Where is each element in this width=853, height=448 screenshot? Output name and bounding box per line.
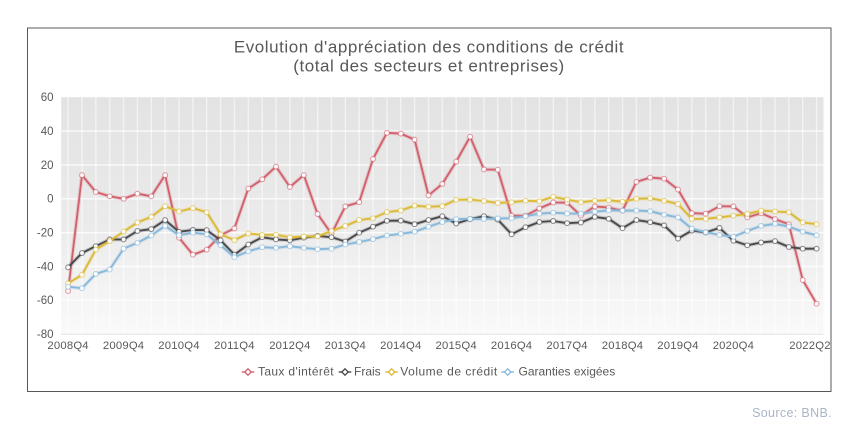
svg-text:2009Q4: 2009Q4 [103,340,144,352]
svg-text:Frais: Frais [354,365,381,379]
svg-text:Garanties exigées: Garanties exigées [519,365,616,379]
svg-text:2017Q4: 2017Q4 [546,340,587,352]
svg-text:0: 0 [47,194,53,206]
svg-text:2013Q4: 2013Q4 [325,340,366,352]
svg-text:2008Q4: 2008Q4 [47,340,88,352]
svg-text:Source: BNB.: Source: BNB. [752,406,832,420]
svg-text:-60: -60 [37,295,54,307]
svg-text:2020Q4: 2020Q4 [713,340,754,352]
svg-text:-20: -20 [37,228,54,240]
svg-text:2018Q4: 2018Q4 [602,340,643,352]
svg-text:60: 60 [41,92,54,104]
svg-text:20: 20 [41,160,54,172]
svg-text:2012Q4: 2012Q4 [269,340,310,352]
svg-text:2011Q4: 2011Q4 [214,340,255,352]
svg-text:2019Q4: 2019Q4 [657,340,698,352]
svg-text:-80: -80 [37,329,54,341]
svg-text:Evolution d'appréciation des c: Evolution d'appréciation des conditions … [234,38,624,57]
svg-text:2016Q4: 2016Q4 [491,340,532,352]
svg-text:2010Q4: 2010Q4 [158,340,199,352]
svg-text:2015Q4: 2015Q4 [435,340,476,352]
svg-text:(total des secteurs et entrepr: (total des secteurs et entreprises) [293,57,565,76]
svg-text:Volume de crédit: Volume de crédit [400,365,498,379]
svg-text:-40: -40 [37,261,54,273]
svg-text:40: 40 [41,126,54,138]
svg-text:2022Q2: 2022Q2 [789,340,830,352]
svg-text:2014Q4: 2014Q4 [380,340,421,352]
svg-text:Taux d'intérêt: Taux d'intérêt [258,365,334,379]
